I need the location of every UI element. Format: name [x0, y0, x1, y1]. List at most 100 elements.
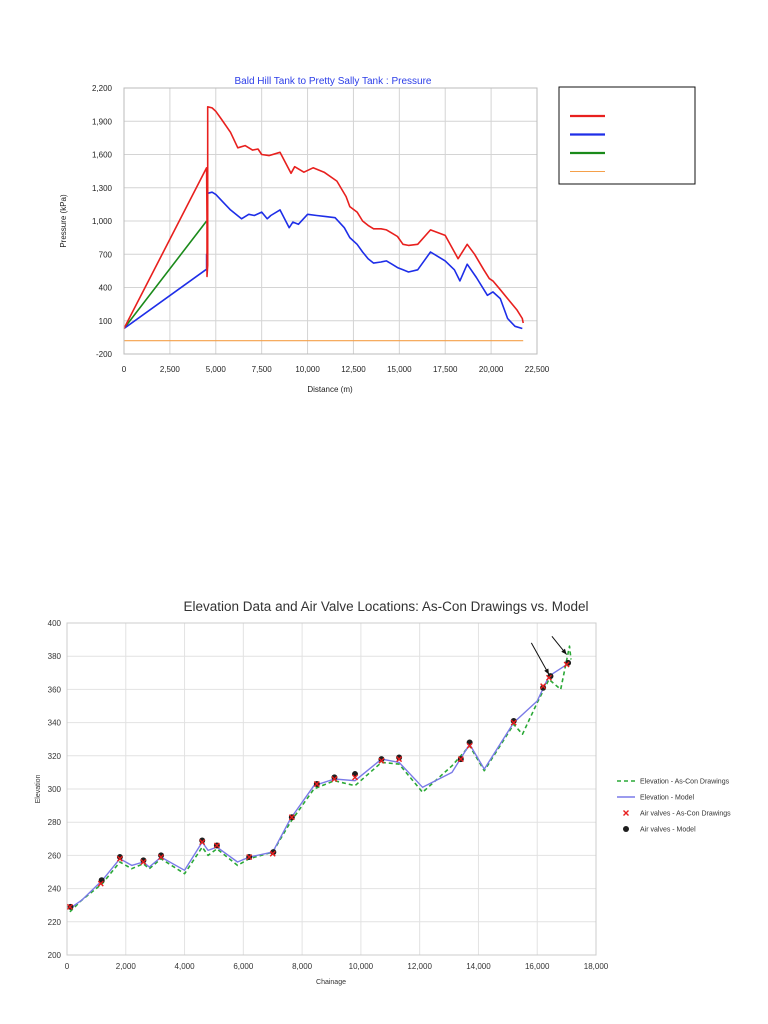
y-tick-label: 380: [48, 652, 62, 661]
y-tick-label: 360: [48, 685, 62, 694]
pressure-chart-gridlines: [123, 87, 538, 355]
x-tick-label: 10,000: [295, 365, 320, 374]
air-valve-ascon-point: [97, 880, 104, 887]
y-tick-label: 200: [48, 951, 62, 960]
elevation-chart-legend: Elevation - As-Con Drawings Elevation - M…: [617, 779, 731, 834]
air-valve-ascon-point: [540, 683, 547, 690]
y-tick-label: 280: [48, 818, 62, 827]
air-valve-model-point: [158, 852, 165, 859]
air-valve-ascon-point: [466, 742, 473, 749]
x-tick-label: 2,000: [116, 962, 137, 971]
y-tick-label: 400: [99, 284, 113, 293]
legend-label: Air valves - As-Con Drawings: [640, 811, 731, 818]
elevation-chart-gridlines: [66, 622, 597, 956]
elevation-chart: Elevation Data and Air Valve Locations: …: [35, 599, 731, 986]
x-tick-label: 4,000: [175, 962, 196, 971]
air-valve-ascon-point: [140, 859, 147, 866]
air-valve-model-point: [140, 857, 147, 864]
elevation-model-line: [69, 662, 570, 910]
elevation-chart-title: Elevation Data and Air Valve Locations: …: [184, 599, 589, 614]
y-tick-label: 100: [99, 317, 113, 326]
annotation-arrow-line: [530, 642, 550, 675]
pressure-chart-y-label: Pressure (kPa): [59, 194, 68, 248]
air-valve-model-point: [396, 754, 403, 761]
air-valve-ascon-point: [158, 854, 165, 861]
pressure-chart: Bald Hill Tank to Pretty Sally Tank : Pr…: [59, 76, 696, 394]
pressure-chart-x-label: Distance (m): [307, 385, 353, 394]
series-line-3: [123, 220, 208, 329]
air-valve-ascon-point: [116, 855, 123, 862]
air-valve-ascon-point: [352, 774, 359, 781]
pressure-chart-title: Bald Hill Tank to Pretty Sally Tank : Pr…: [235, 76, 432, 87]
air-valve-ascon-point: [269, 850, 276, 857]
elevation-chart-annotations: [530, 635, 568, 675]
y-tick-label: 240: [48, 885, 62, 894]
pressure-chart-plot-border: [123, 87, 538, 355]
y-tick-label: -200: [96, 350, 113, 359]
pressure-chart-series: [123, 106, 524, 342]
air-valve-model-point: [199, 837, 206, 844]
air-valve-ascon-point: [396, 756, 403, 763]
air-valve-model-point: [378, 756, 385, 763]
x-tick-label: 6,000: [233, 962, 254, 971]
x-tick-label: 16,000: [525, 962, 550, 971]
x-tick-label: 22,500: [525, 365, 550, 374]
x-tick-label: 2,500: [160, 365, 181, 374]
elevation-chart-x-label: Chainage: [316, 979, 346, 986]
x-tick-label: 12,500: [341, 365, 366, 374]
y-tick-label: 1,600: [92, 151, 113, 160]
x-tick-label: 7,500: [252, 365, 273, 374]
air-valve-ascon-point: [213, 842, 220, 849]
pressure-chart-y-ticks: -200 100 400 700 1,000 1,300 1,600 1,900 2,200: [92, 84, 113, 359]
legend-label: Elevation - Model: [640, 795, 695, 802]
air-valve-ascon-point: [563, 661, 570, 668]
annotation-arrow-head: [544, 668, 549, 675]
x-tick-label: 5,000: [206, 365, 227, 374]
elevation-chart-series: [69, 645, 572, 913]
air-valve-ascon-point: [378, 757, 385, 764]
y-tick-label: 1,000: [92, 217, 113, 226]
x-tick-label: 15,000: [387, 365, 412, 374]
series-line-1: [123, 106, 524, 329]
legend-label: Air valves - Model: [640, 827, 696, 834]
y-tick-label: 400: [48, 619, 62, 628]
y-tick-label: 300: [48, 785, 62, 794]
air-valve-ascon-point: [331, 776, 338, 783]
x-tick-label: 12,000: [407, 962, 432, 971]
x-tick-label: 0: [122, 365, 127, 374]
elevation-ascon-line: [69, 645, 572, 913]
air-valve-model-point: [116, 854, 123, 861]
air-valve-ascon-point: [66, 903, 73, 910]
elevation-chart-markers: [66, 659, 572, 910]
air-valve-model-point: [331, 774, 338, 781]
y-tick-label: 340: [48, 719, 62, 728]
air-valve-ascon-point: [313, 781, 320, 788]
x-tick-label: 18,000: [584, 962, 609, 971]
y-tick-label: 2,200: [92, 84, 113, 93]
air-valve-ascon-point: [288, 814, 295, 821]
pressure-chart-legend: [558, 86, 696, 185]
elevation-chart-y-ticks: 200 220 240 260 280 300 320 340 360 380 400: [48, 619, 62, 960]
x-tick-label: 0: [65, 962, 70, 971]
pressure-chart-x-ticks: 0 2,500 5,000 7,500 10,000 12,500 15,000 17,500…: [122, 365, 550, 374]
x-tick-label: 14,000: [466, 962, 491, 971]
air-valve-ascon-point: [246, 854, 253, 861]
air-valve-ascon-point: [199, 839, 206, 846]
legend-swatch-ascon-marker: [623, 810, 629, 816]
air-valve-model-point: [510, 717, 517, 724]
x-tick-label: 20,000: [479, 365, 504, 374]
air-valve-ascon-point: [545, 674, 552, 681]
x-tick-label: 10,000: [349, 962, 374, 971]
y-tick-label: 260: [48, 851, 62, 860]
legend-swatch-model-marker: [623, 826, 629, 832]
legend-label: Elevation - As-Con Drawings: [640, 779, 730, 786]
air-valve-model-point: [540, 684, 547, 691]
elevation-chart-y-label: Elevation: [35, 774, 42, 803]
x-tick-label: 8,000: [292, 962, 313, 971]
air-valve-ascon-point: [457, 756, 464, 763]
y-tick-label: 220: [48, 918, 62, 927]
x-tick-label: 17,500: [433, 365, 458, 374]
series-line-2: [123, 191, 523, 330]
elevation-chart-x-ticks: 0 2,000 4,000 6,000 8,000 10,000 12,000 14,000 1…: [65, 962, 609, 971]
y-tick-label: 320: [48, 752, 62, 761]
